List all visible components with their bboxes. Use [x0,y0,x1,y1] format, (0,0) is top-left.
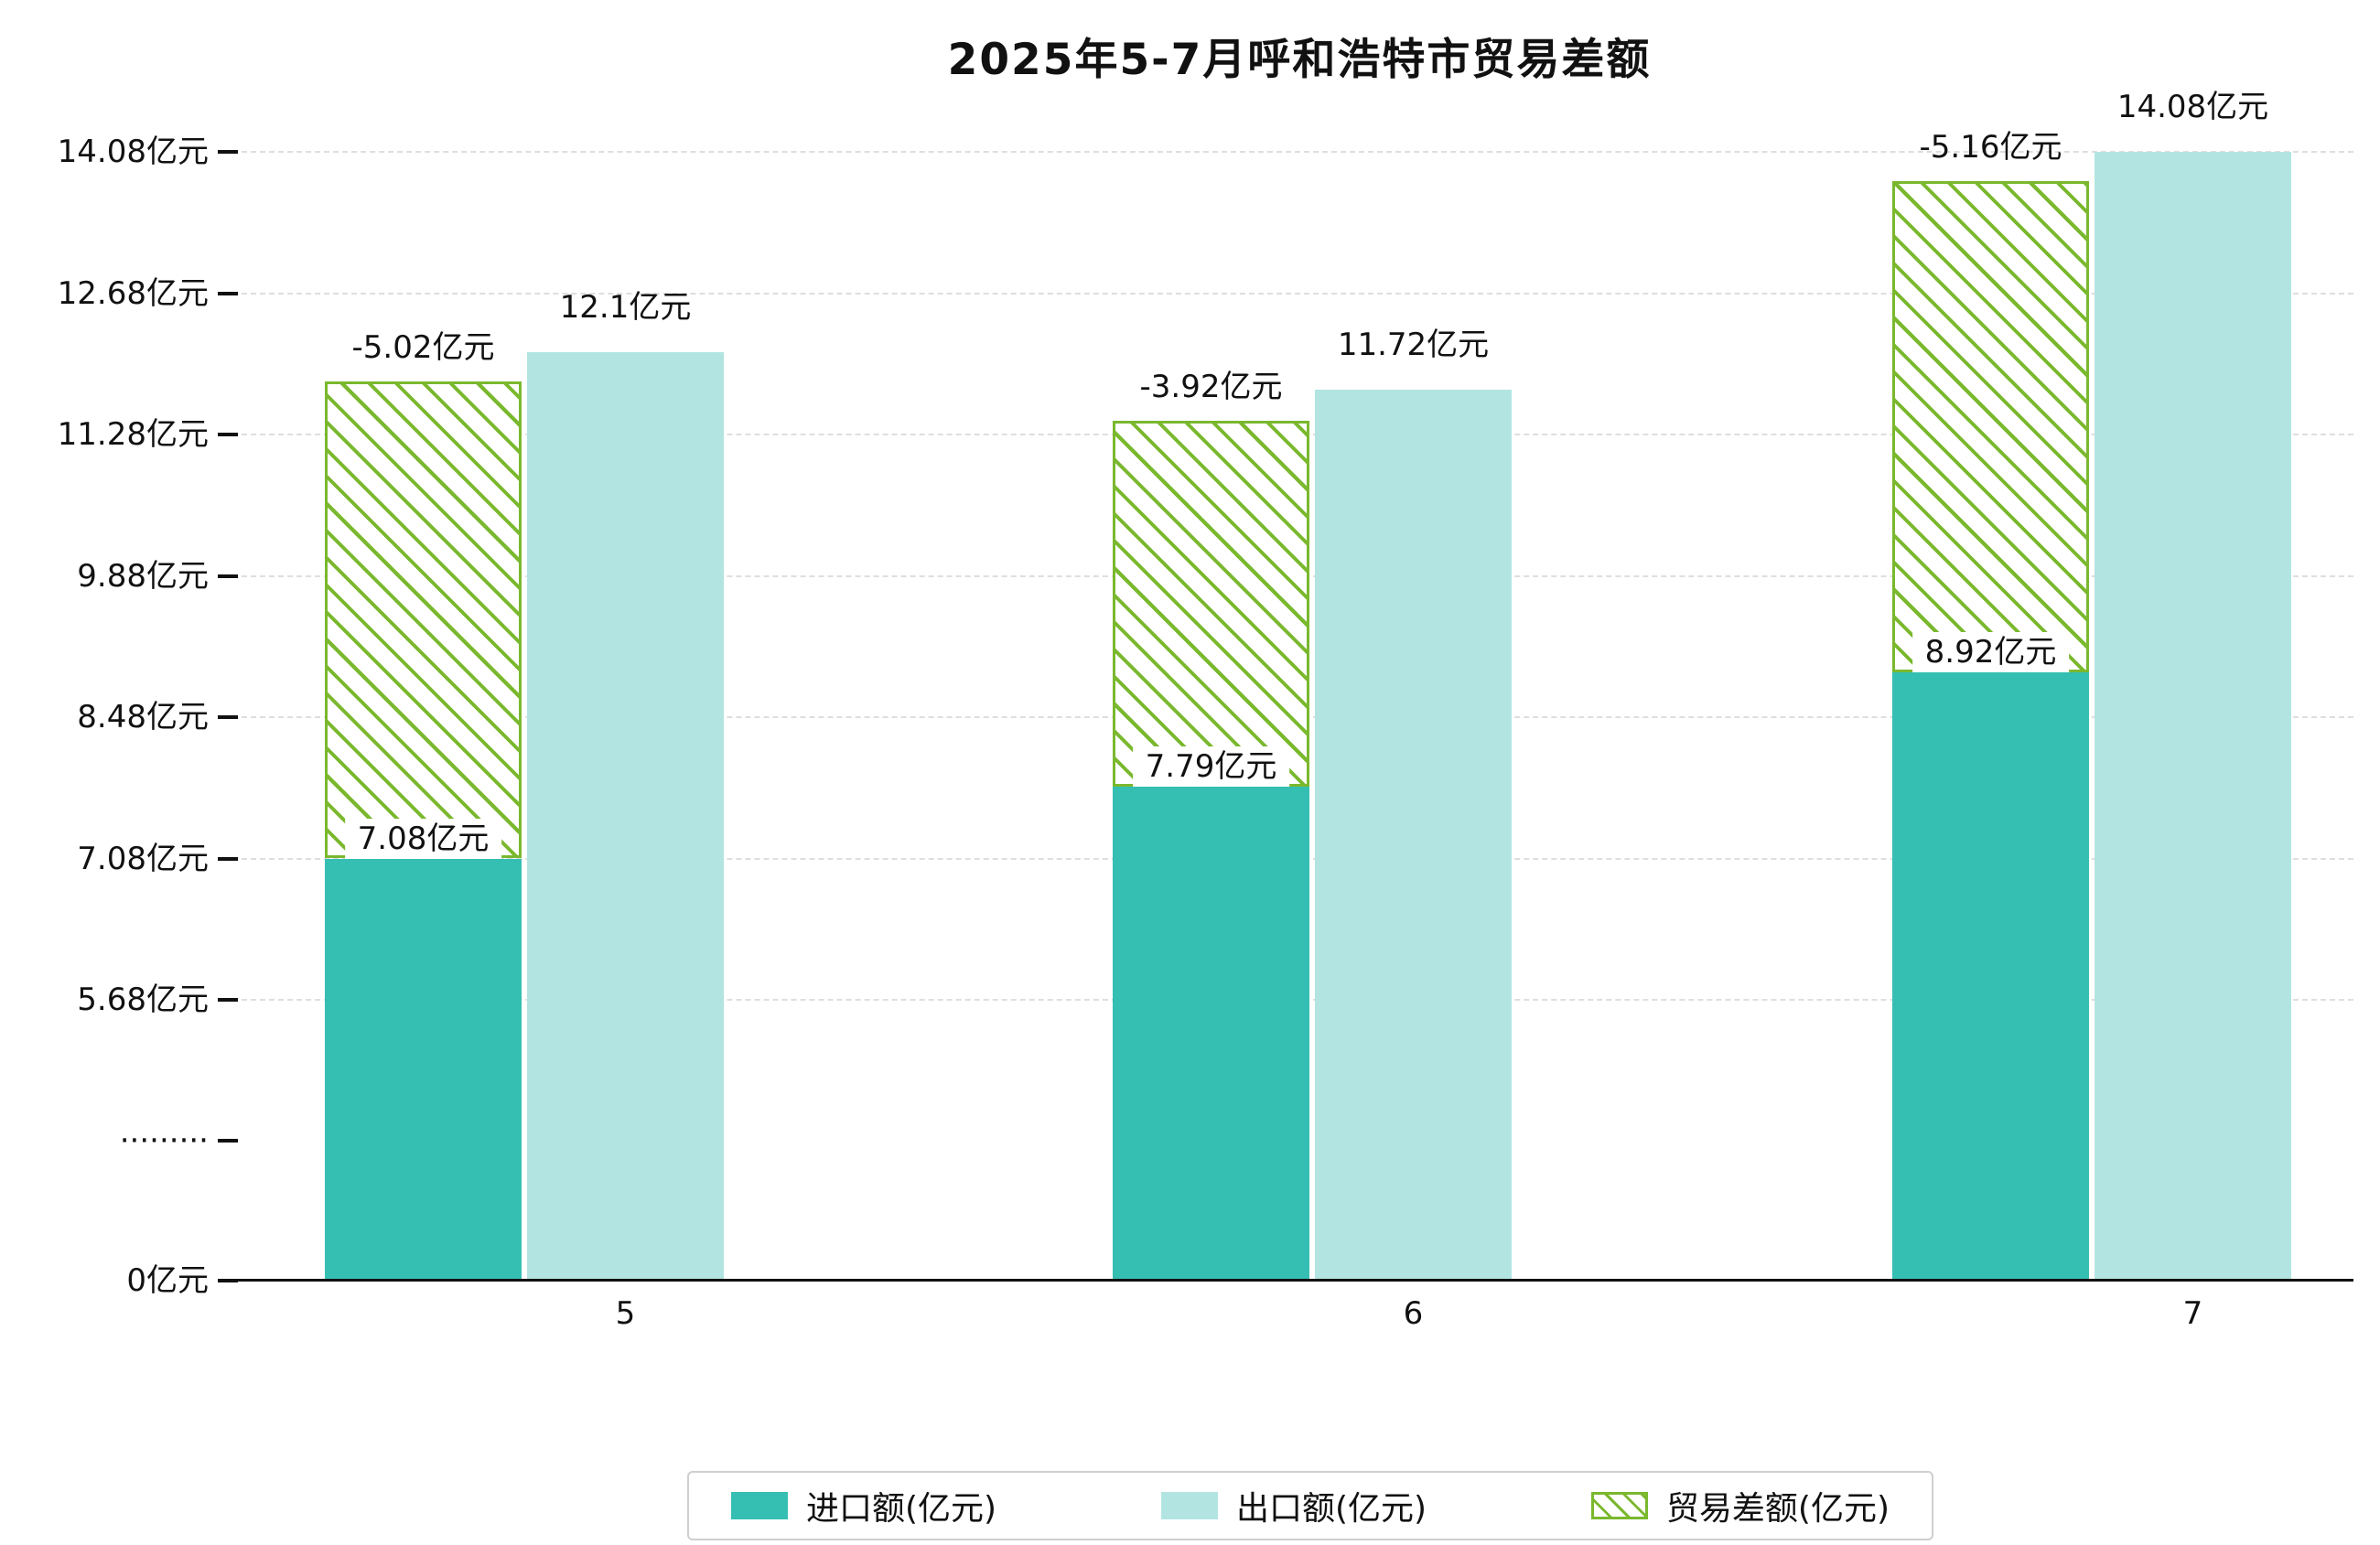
import-bar [325,858,522,1281]
y-axis-tick-label: 0亿元 [126,1262,209,1299]
y-axis-tick-label: 5.68亿元 [77,982,209,1018]
import-legend-label: 进口额(亿元) [806,1490,997,1528]
y-axis-tick-label: 9.88亿元 [77,557,209,595]
x-axis-tick-label: 7 [2182,1295,2203,1332]
import-value-label: 7.79亿元 [1132,746,1290,788]
chart-title: 2025年5-7月呼和浩特市贸易差额 [947,35,1652,85]
export-bar [2095,152,2291,1281]
import-value-label: 8.92亿元 [1912,632,2070,673]
y-tick-mark [218,433,238,436]
y-axis-tick-label: 8.48亿元 [77,699,209,735]
y-tick-mark [218,856,238,861]
x-axis-tick-label: 6 [1403,1295,1424,1332]
trade-balance-value-label: -5.16亿元 [1919,129,2062,166]
export-legend-swatch [1160,1492,1218,1519]
y-gridline [223,151,2353,153]
y-tick-mark [218,574,238,578]
legend-item-trade-balance: 贸易差额(亿元) [1590,1482,1890,1529]
export-bar [1315,390,1512,1281]
trade-balance-legend-swatch [1590,1492,1648,1519]
y-tick-mark [218,150,238,154]
export-legend-label: 出口额(亿元) [1235,1490,1427,1528]
legend: 进口额(亿元) 出口额(亿元) 贸易差额(亿元) [687,1471,1933,1540]
import-legend-swatch [731,1492,788,1519]
trade-balance-bar [1892,181,2089,673]
y-axis-tick-label: 11.28亿元 [57,416,209,453]
trade-balance-value-label: -5.02亿元 [351,328,495,366]
y-axis-tick-label: 14.08亿元 [57,134,209,170]
y-tick-mark [218,1138,238,1143]
import-value-label: 7.08亿元 [344,818,502,859]
export-value-label: 14.08亿元 [2116,89,2269,125]
import-bar [1892,672,2089,1281]
y-tick-mark [218,291,238,295]
legend-item-import: 进口额(亿元) [731,1482,996,1529]
export-value-label: 12.1亿元 [559,288,692,326]
export-value-label: 11.72亿元 [1337,327,1490,364]
y-axis-tick-label: 7.08亿元 [77,840,209,877]
y-axis-tick-label: ········· [119,1121,209,1159]
y-gridline [223,292,2353,295]
y-axis-tick-label: 12.68亿元 [57,274,209,312]
import-bar [1113,787,1309,1281]
export-bar [527,351,724,1281]
x-axis-tick-label: 5 [615,1295,636,1332]
trade-balance-value-label: -3.92亿元 [1139,368,1283,405]
trade-balance-bar [1113,420,1309,788]
x-axis-line [223,1279,2353,1282]
legend-item-export: 出口额(亿元) [1160,1482,1427,1529]
y-tick-mark [218,715,238,719]
trade-balance-legend-label: 贸易差额(亿元) [1665,1490,1890,1528]
y-tick-mark [218,998,238,1002]
trade-balance-bar [325,381,522,859]
